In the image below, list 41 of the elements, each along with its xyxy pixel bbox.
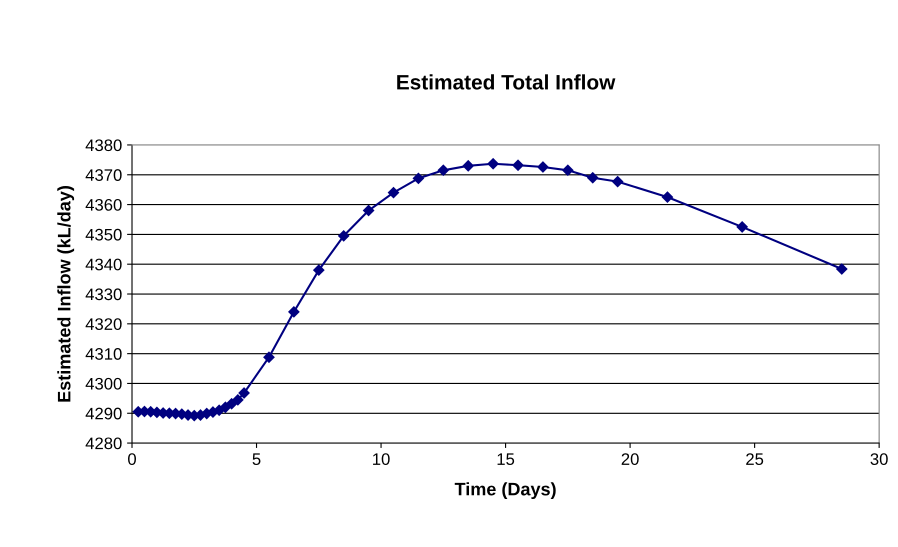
point xyxy=(388,186,400,199)
x-tick-label: 5 xyxy=(252,453,260,466)
point xyxy=(487,158,500,170)
x-tick-label: 25 xyxy=(746,453,764,466)
y-tick-label: 4370 xyxy=(86,169,122,181)
point xyxy=(537,161,549,173)
y-tick-label: 4380 xyxy=(86,139,122,152)
x-tick-label: 10 xyxy=(373,453,390,466)
chart-title: Estimated Total Inflow xyxy=(397,74,616,90)
point xyxy=(437,164,450,176)
point xyxy=(562,164,574,176)
point xyxy=(586,172,599,184)
x-tick-label: 0 xyxy=(128,453,136,466)
y-tick-label: 4300 xyxy=(86,378,122,390)
y-tick-label: 4280 xyxy=(86,437,122,450)
x-axis-title: Time (Days) xyxy=(454,482,556,500)
point xyxy=(238,387,250,399)
point xyxy=(836,263,848,275)
point xyxy=(662,191,674,204)
point xyxy=(362,204,374,216)
y-tick-label: 4330 xyxy=(86,288,122,300)
point xyxy=(288,306,300,318)
point xyxy=(312,264,325,276)
y-tick-label: 4320 xyxy=(86,318,122,330)
x-tick-label: 20 xyxy=(622,453,639,466)
point xyxy=(412,172,424,184)
point xyxy=(736,221,748,233)
y-tick-label: 4310 xyxy=(86,348,122,360)
y-tick-label: 4340 xyxy=(86,258,122,270)
x-tick-label: 15 xyxy=(498,453,514,466)
point xyxy=(338,230,350,242)
x-tick-label: 30 xyxy=(870,453,888,466)
point xyxy=(612,176,624,188)
y-axis-title: Estimated Inflow (kL/day) xyxy=(57,186,74,402)
point xyxy=(232,394,244,406)
point xyxy=(263,351,275,364)
point xyxy=(512,159,524,172)
y-tick-label: 4360 xyxy=(86,198,122,211)
y-tick-label: 4350 xyxy=(86,228,122,241)
y-tick-label: 4290 xyxy=(86,408,122,420)
point xyxy=(462,160,474,172)
